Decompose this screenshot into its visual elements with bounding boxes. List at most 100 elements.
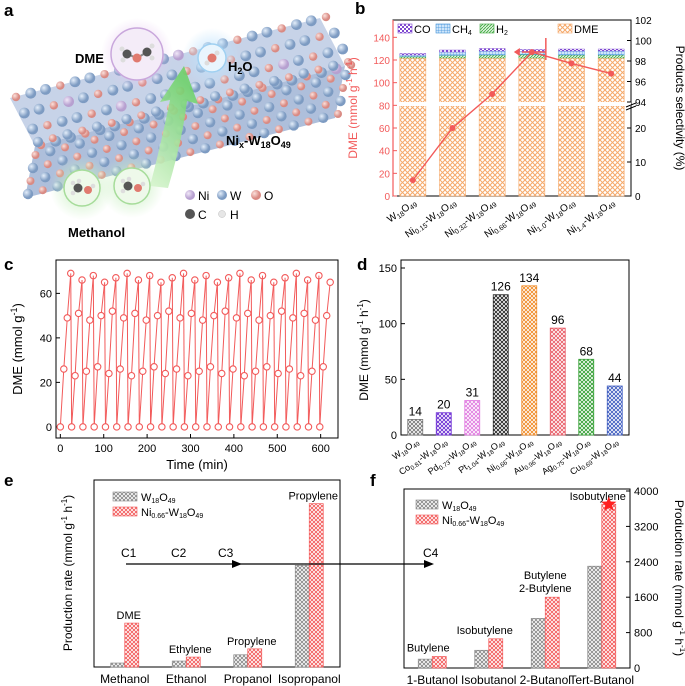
product-label: Isobutylene	[457, 625, 513, 637]
panel-f-frame	[403, 488, 631, 669]
cycle-reset-line	[239, 273, 242, 427]
y-tick-label: 0	[384, 192, 390, 203]
panel-letter-c: c	[4, 255, 13, 274]
cycle-line	[195, 275, 207, 427]
panel-d-xlabel: Pt1.04-W18O49	[456, 436, 507, 477]
ch4-selectivity-bar	[478, 50, 506, 56]
y-tick-label: 60	[40, 288, 52, 300]
atom-ball	[292, 108, 301, 117]
atom-ball	[38, 186, 47, 195]
cycle-reset-line	[137, 280, 140, 427]
catalyst-bar	[606, 385, 623, 436]
cycle-point	[161, 369, 170, 378]
y-tick-label: 0	[391, 430, 397, 442]
cycle-reset-line	[205, 275, 208, 427]
y-tick-label: 50	[385, 374, 397, 386]
cycle-line	[150, 282, 162, 427]
x-tick-label: 500	[268, 443, 286, 455]
cycle-point	[56, 423, 65, 431]
atom-ball	[314, 65, 323, 74]
co-selectivity-bar	[478, 48, 506, 52]
atom-ball	[274, 125, 283, 134]
panel-f-legend: W18O49 Ni0.66-W18O49	[415, 499, 504, 528]
w18o49-bar	[294, 565, 310, 668]
atom-ball	[308, 52, 318, 61]
bar-value-label: 134	[519, 271, 539, 285]
cycle-point	[191, 423, 200, 431]
bar-value-label: 96	[551, 313, 565, 327]
atom-ball	[62, 129, 73, 140]
panel-c-axes: 0 100 200 300 400 500 600 0 20 40 60	[40, 288, 330, 455]
cycle-point	[255, 316, 263, 324]
cycle-point	[93, 363, 102, 371]
alcohol-label: Tert-Butanol	[569, 673, 634, 686]
cycle-point	[210, 311, 218, 320]
ni-w18o49-bar	[488, 638, 504, 669]
cycle-line	[116, 273, 128, 427]
panel-e-frame	[93, 479, 341, 668]
atom-ball	[121, 113, 132, 125]
ch4-selectivity-bar	[439, 51, 466, 56]
atom-ball	[304, 117, 313, 126]
catalyst-bar	[435, 412, 452, 436]
legend-h-ball	[218, 210, 226, 218]
panel-e-ylabel: Production rate (mmol g-1 h-1)	[60, 495, 75, 651]
carbon-label-c1: C1	[121, 546, 137, 560]
panel-b-dme-line	[409, 38, 615, 184]
legend-c-label: C	[198, 208, 207, 222]
cycle-point	[176, 314, 184, 322]
cycle-line	[319, 282, 331, 427]
panel-f-bars: Butylene 1-Butanol Isobutylene Isobutanol Bu…	[407, 491, 635, 686]
cycle-point	[225, 423, 234, 431]
cycle-line	[172, 273, 185, 427]
atom-ball	[321, 100, 330, 109]
cycle-line	[285, 273, 297, 427]
catalyst-bar	[407, 419, 424, 436]
cycle-reset-line	[228, 277, 231, 427]
panel-c-series	[56, 269, 334, 431]
cycle-point	[221, 307, 229, 315]
panel-e-bars: DME Methanol Ethylene Ethanol Propylene Propa…	[100, 491, 341, 686]
panel-d-xlabel: W18O49	[390, 436, 421, 463]
cycle-point	[274, 369, 282, 378]
legend-c-ball	[185, 209, 195, 219]
atom-ball	[203, 131, 212, 140]
atom-ball	[328, 60, 339, 72]
w18o49-bar	[530, 618, 546, 669]
dme-selectivity-bar	[518, 57, 546, 197]
panel-b-legend: CO CH4 H2 DME	[397, 23, 598, 37]
atom-ball	[344, 58, 352, 66]
cycle-line	[296, 279, 309, 427]
cycle-point	[316, 423, 324, 431]
panel-letters: a b c d e f	[4, 0, 376, 490]
legend-dme-swatch	[557, 23, 573, 34]
nanowire-atoms	[11, 12, 356, 200]
y-tick-label: 0	[46, 422, 52, 434]
atom-ball	[276, 111, 287, 122]
atom-ball	[234, 109, 245, 120]
cycle-line	[93, 282, 106, 427]
cycle-point	[322, 311, 331, 320]
panel-a-schematic: DME H2O Methanol Nix-W18O49 Ni W O C H	[10, 12, 356, 240]
dme-rate-point	[568, 60, 575, 67]
legend-ch4-label: CH4	[452, 24, 472, 37]
atom-ball	[78, 126, 87, 135]
atom-ball	[334, 110, 342, 118]
water-molecule	[197, 43, 227, 73]
atom-ball	[261, 26, 273, 38]
atom-ball	[318, 112, 329, 124]
cycle-point	[97, 311, 105, 320]
atom-ball	[215, 140, 224, 149]
atom-ball	[239, 83, 250, 94]
ch4-selectivity-bar	[558, 50, 585, 56]
atom-ball	[264, 63, 274, 73]
product-label: Isobutylene	[570, 491, 626, 503]
panel-e-chart: DME Methanol Ethylene Ethanol Propylene Propa…	[60, 479, 439, 686]
cycle-point	[169, 423, 177, 431]
y2-tick-label: 94	[635, 98, 647, 109]
panel-b-xlabel: W18O49	[385, 197, 419, 226]
y-tick-label: 100	[379, 319, 397, 331]
cycle-line	[59, 273, 72, 427]
